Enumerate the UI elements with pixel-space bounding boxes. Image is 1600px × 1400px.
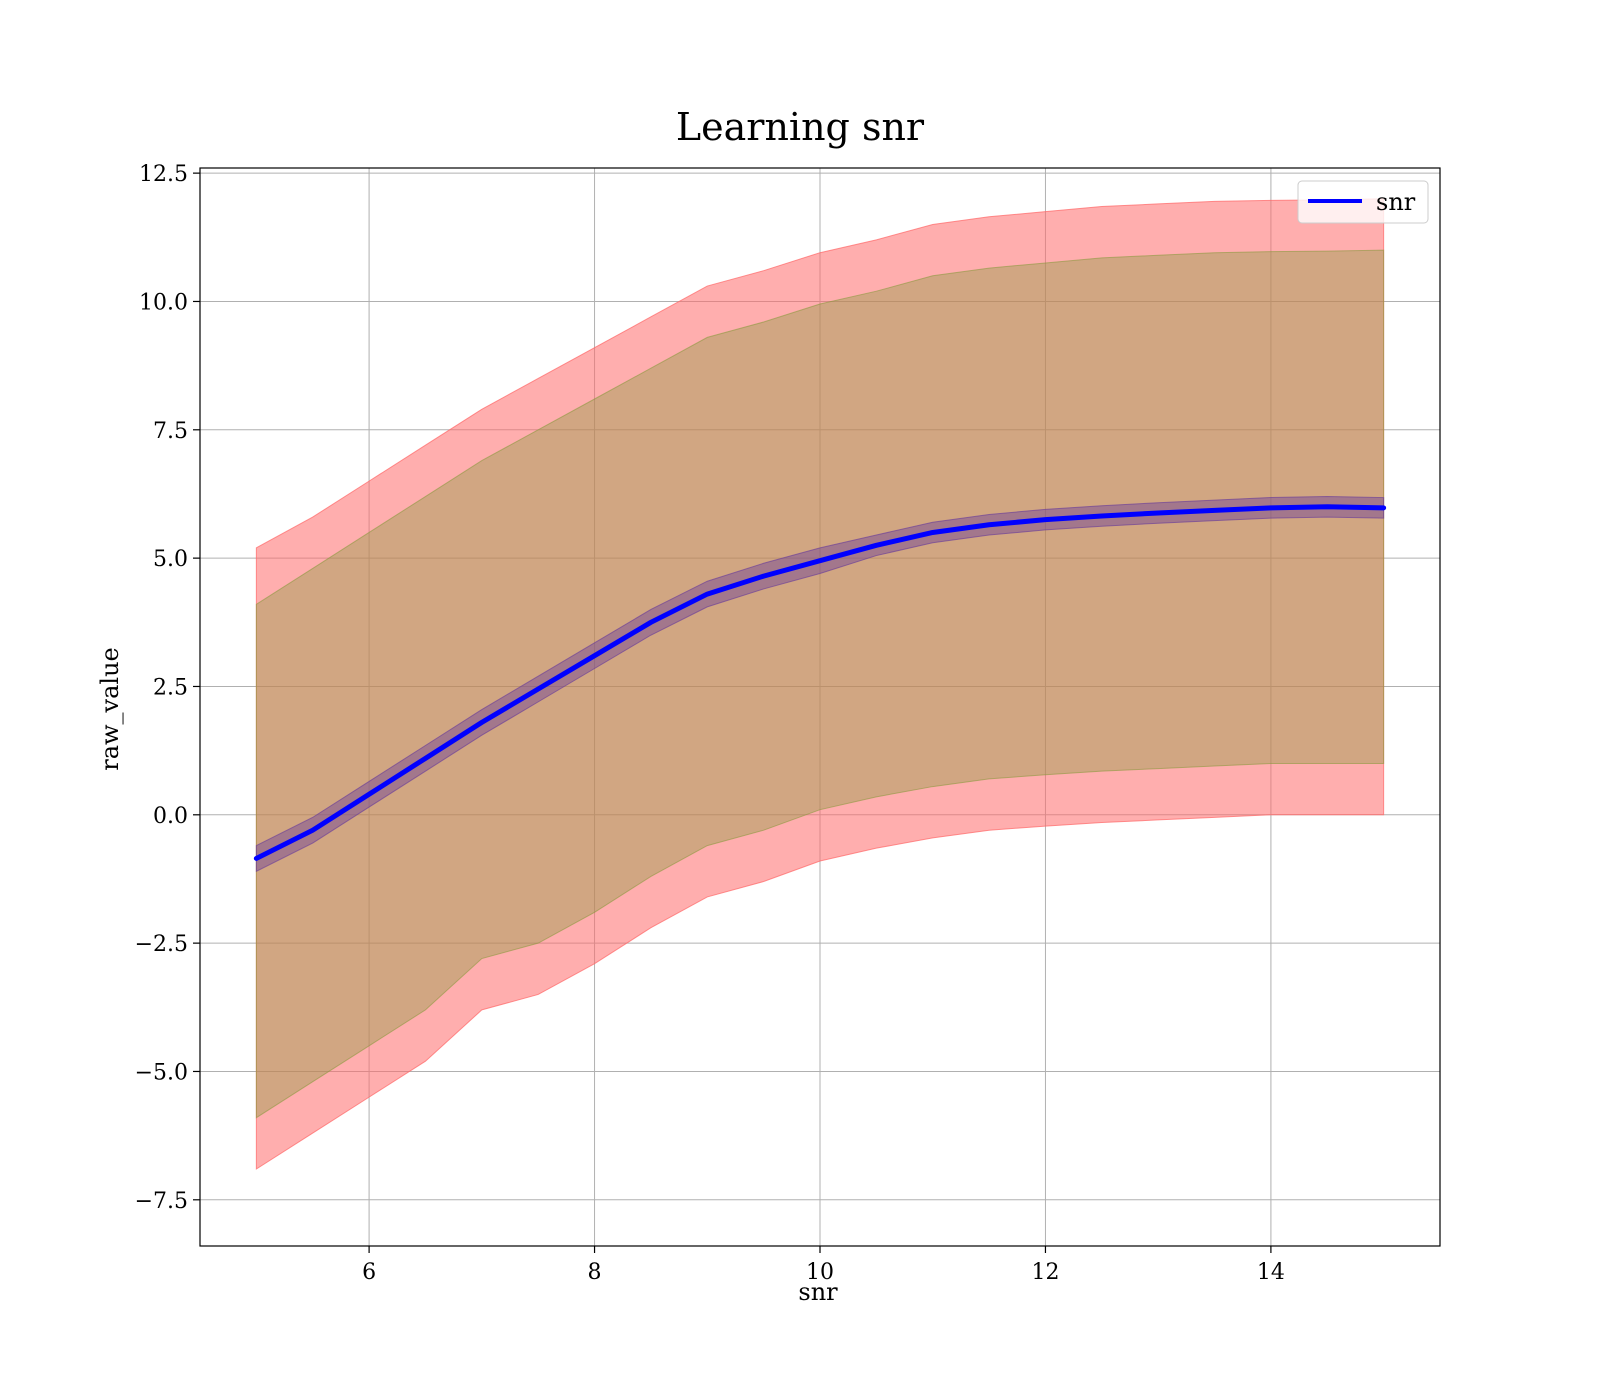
x-axis-label: snr: [798, 1278, 838, 1306]
y-tick-label: −2.5: [135, 932, 188, 957]
legend-label: snr: [1376, 188, 1416, 216]
series-line-snr: [253, 504, 1387, 861]
y-tick-label: 5.0: [153, 547, 188, 572]
x-tick-label: 8: [588, 1260, 602, 1285]
legend: snr: [1297, 180, 1429, 224]
y-tick-label: 0.0: [153, 804, 188, 829]
x-tick-label: 10: [806, 1260, 834, 1285]
confidence-band-0: [255, 198, 1385, 1170]
x-tick-label: 12: [1031, 1260, 1059, 1285]
axes: 6 8 10 12 14 −7.5 −5.0 −2.5 0.0 2.5 5.0 7.5 10.0 12.5: [135, 162, 1441, 1285]
confidence-band-1: [255, 249, 1385, 1119]
plot-area: [253, 198, 1387, 1170]
y-tick-label: 2.5: [153, 675, 188, 700]
y-tick-label: −7.5: [135, 1189, 188, 1214]
y-tick-label: −5.0: [135, 1060, 188, 1085]
y-axis-label: raw_value: [96, 647, 124, 771]
x-tick-label: 6: [362, 1260, 376, 1285]
x-tick-label: 14: [1257, 1260, 1285, 1285]
legend-box: [1297, 180, 1429, 224]
y-tick-label: 7.5: [153, 419, 188, 444]
chart-title: Learning snr: [676, 105, 925, 149]
confidence-band-2: [255, 496, 1385, 873]
y-tick-label: 12.5: [139, 162, 188, 187]
y-tick-label: 10.0: [139, 290, 188, 315]
